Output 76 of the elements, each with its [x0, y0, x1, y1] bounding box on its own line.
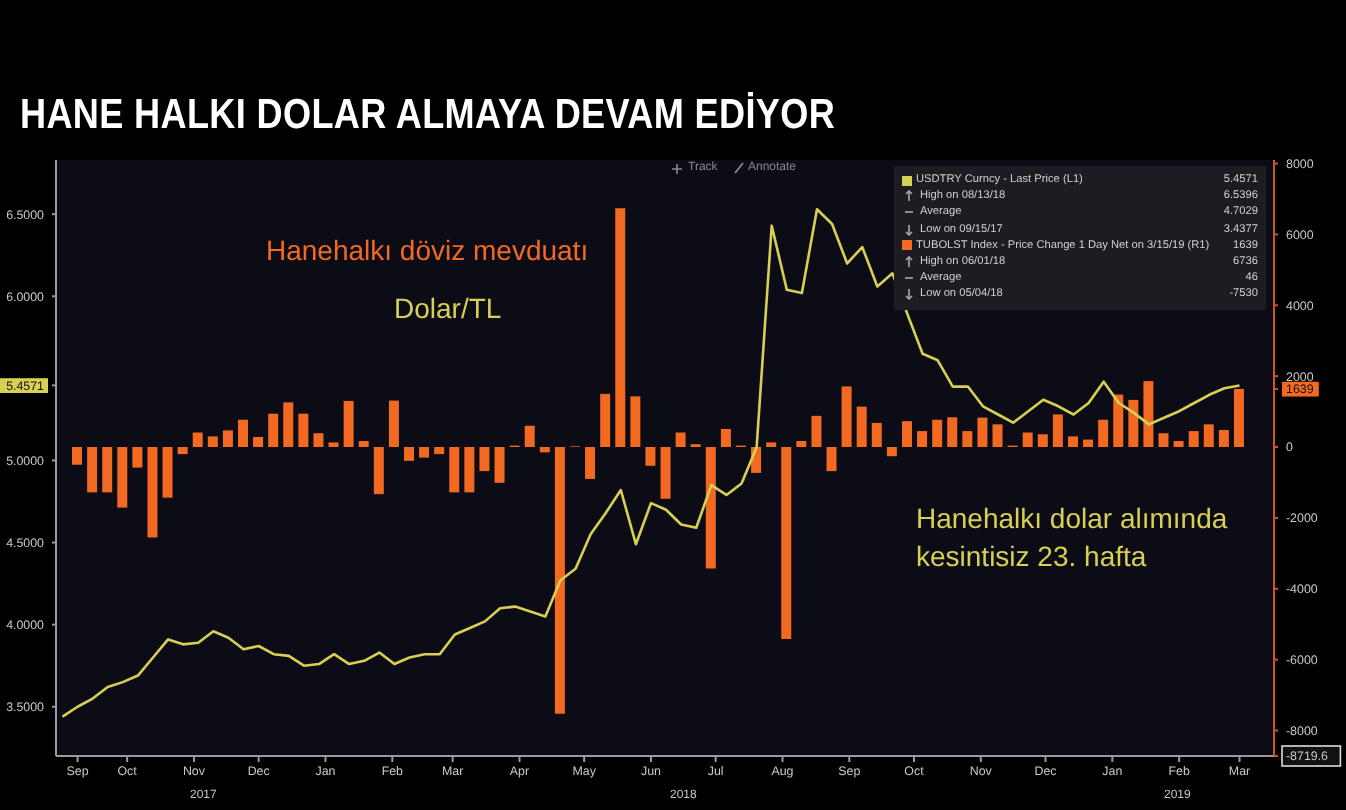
- bar: [992, 424, 1003, 448]
- bar: [932, 419, 943, 448]
- bar: [871, 422, 882, 448]
- bar: [1218, 430, 1229, 448]
- bar: [1128, 399, 1139, 448]
- bar: [826, 447, 837, 472]
- bar: [1098, 419, 1109, 448]
- bar: [1022, 432, 1033, 448]
- bar: [630, 396, 641, 448]
- annotation: Hanehalkı dolar alımında kesintisiz 23. hafta: [916, 500, 1230, 576]
- bar: [72, 447, 83, 465]
- bar: [313, 433, 324, 448]
- bar: [404, 447, 414, 461]
- bar: [1113, 394, 1124, 448]
- bar: [886, 447, 897, 457]
- bar: [87, 447, 98, 493]
- bar: [494, 447, 505, 483]
- bar: [947, 417, 958, 448]
- bar: [132, 447, 143, 468]
- bar: [1158, 433, 1169, 448]
- bar: [856, 406, 867, 448]
- bar: [388, 400, 399, 448]
- bar: [207, 436, 218, 448]
- bar: [615, 208, 626, 448]
- bar: [162, 447, 173, 498]
- chart-title: HANE HALKI DOLAR ALMAYA DEVAM EDİYOR: [20, 92, 836, 140]
- bar: [434, 447, 445, 455]
- bar: [283, 402, 294, 448]
- bar: [147, 447, 158, 538]
- bar: [1083, 439, 1094, 448]
- bar: [524, 425, 535, 448]
- bar: [977, 417, 988, 448]
- bar: [328, 442, 339, 448]
- bar: [298, 413, 309, 448]
- bar: [901, 421, 912, 448]
- bar: [645, 447, 656, 466]
- bar: [554, 447, 565, 714]
- bar: [102, 447, 113, 493]
- bar: [811, 415, 822, 448]
- bar: [343, 400, 354, 448]
- bar: [1173, 441, 1184, 448]
- bar: [675, 432, 686, 448]
- bar: [766, 442, 777, 448]
- bar: [1188, 431, 1199, 448]
- bar: [781, 447, 792, 640]
- bar: [539, 447, 550, 453]
- bar: [600, 393, 611, 448]
- bar: [192, 432, 203, 448]
- bar: [464, 447, 475, 493]
- bar: [177, 447, 188, 455]
- bar: [222, 430, 233, 448]
- bar: [479, 447, 490, 472]
- bar: [841, 386, 852, 448]
- bar: [268, 413, 279, 448]
- bar: [358, 441, 369, 448]
- bar: [1143, 381, 1154, 448]
- bar: [917, 431, 928, 448]
- bar: [705, 447, 716, 569]
- bar: [253, 437, 264, 448]
- bar: [1203, 424, 1214, 448]
- annotation: Dolar/TL: [394, 290, 502, 328]
- bar: [720, 428, 731, 448]
- bar: [660, 447, 671, 499]
- annotation: Hanehalkı döviz mevduatı: [266, 232, 589, 270]
- bar: [117, 447, 128, 508]
- bar: [962, 431, 973, 448]
- bar: [796, 441, 807, 448]
- bar: [585, 447, 596, 479]
- bar: [1037, 434, 1048, 448]
- bar: [1067, 436, 1078, 448]
- bar: [449, 447, 460, 493]
- bar: [373, 447, 384, 495]
- bar: [1052, 414, 1063, 448]
- bar: [1233, 388, 1244, 448]
- bar: [419, 447, 430, 458]
- bar: [238, 419, 249, 448]
